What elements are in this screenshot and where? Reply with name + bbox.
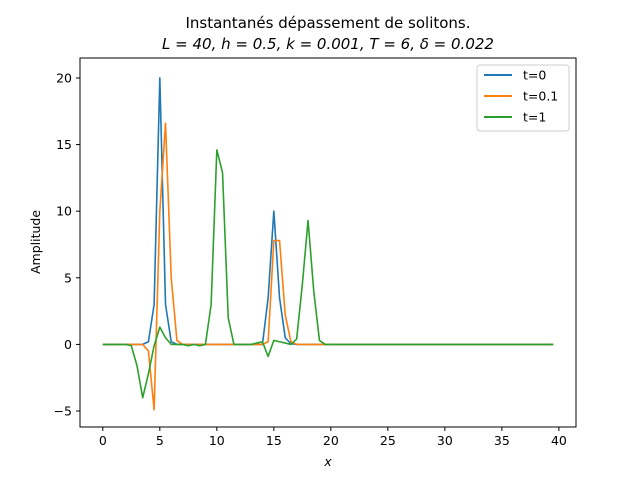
x-tick-label: 15 (266, 433, 282, 448)
series-line-2 (102, 149, 554, 399)
x-axis-ticks: 0 5 10 15 20 25 30 35 40 (99, 427, 567, 448)
legend-label-0: t=0 (523, 68, 546, 83)
plot-frame (79, 57, 577, 428)
legend-label-1: t=0.1 (523, 89, 558, 104)
y-tick-label: 10 (56, 204, 72, 219)
x-tick-label: 0 (99, 433, 107, 448)
x-tick-label: 10 (209, 433, 225, 448)
x-tick-label: 20 (323, 433, 339, 448)
x-tick-label: 5 (156, 433, 164, 448)
y-tick-label: −5 (54, 404, 72, 419)
y-tick-label: 20 (56, 70, 72, 85)
legend-label-2: t=1 (523, 110, 546, 125)
legend-box (476, 64, 570, 132)
chart-title: Instantanés dépassement de solitons. (185, 14, 470, 32)
x-tick-label: 40 (551, 433, 567, 448)
y-axis-label: Amplitude (28, 210, 43, 274)
y-tick-label: 0 (64, 337, 72, 352)
x-tick-label: 25 (380, 433, 396, 448)
series-layer (102, 77, 554, 411)
x-tick-label: 35 (494, 433, 510, 448)
y-axis-ticks: −5 0 5 10 15 20 (54, 70, 80, 419)
y-tick-label: 5 (64, 270, 72, 285)
legend: t=0 t=0.1 t=1 (476, 64, 570, 132)
x-axis-label: x (323, 454, 332, 469)
x-tick-label: 30 (437, 433, 453, 448)
y-tick-label: 15 (56, 137, 72, 152)
chart-subtitle: L = 40, h = 0.5, k = 0.001, T = 6, δ = 0… (162, 35, 494, 53)
